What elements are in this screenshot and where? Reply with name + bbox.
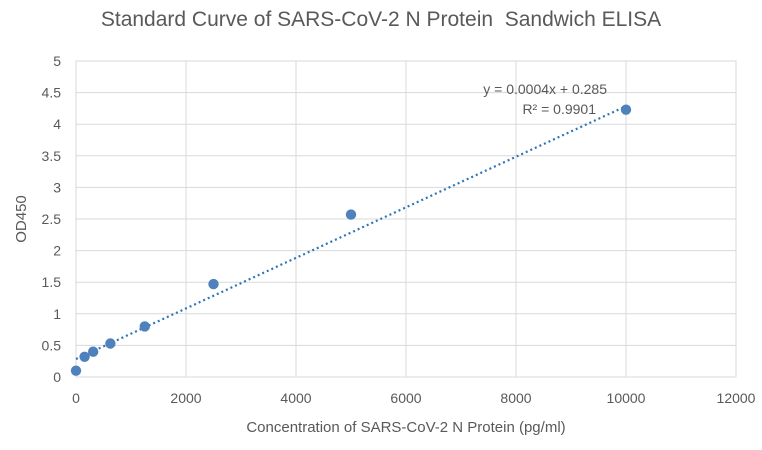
y-tick-label: 1.5: [42, 274, 62, 290]
data-point: [208, 278, 219, 290]
y-tick-label: 4: [53, 116, 61, 132]
y-tick-label: 5: [53, 53, 61, 69]
grid-lines: [75, 60, 737, 378]
x-tick-label: 4000: [280, 390, 311, 406]
data-point: [87, 346, 99, 357]
x-tick-label: 10000: [607, 390, 646, 406]
chart-title: Standard Curve of SARS-CoV-2 N Protein S…: [100, 8, 662, 31]
y-tick-label: 3.5: [42, 148, 62, 164]
y-axis-label: OD450: [13, 195, 30, 243]
y-tick-label: 1: [53, 306, 61, 322]
plot-area-border: [75, 60, 737, 378]
x-tick-label: 6000: [390, 390, 421, 406]
data-point: [139, 321, 150, 332]
y-tick-label: 2.5: [42, 211, 62, 227]
trendline-equation: y = 0.0004x + 0.285: [483, 81, 607, 97]
data-point: [79, 351, 90, 362]
trendline: [75, 105, 627, 360]
x-axis-label: Concentration of SARS-CoV-2 N Protein (p…: [246, 419, 565, 436]
data-point: [620, 104, 632, 115]
y-tick-label: 3: [53, 179, 61, 195]
y-axis-tick-labels: 0 0.5 1 1.5 2 2.5 3 3.5 4 4.5 5: [42, 53, 62, 385]
y-tick-label: 2: [53, 243, 61, 259]
y-tick-label: 0.5: [42, 337, 62, 353]
y-tick-label: 4.5: [42, 85, 62, 101]
y-tick-label: 0: [53, 369, 61, 385]
x-tick-label: 0: [72, 390, 80, 406]
x-tick-label: 8000: [500, 390, 531, 406]
x-axis-tick-labels: 0 2000 4000 6000 8000 10000 12000: [72, 390, 756, 406]
x-tick-label: 2000: [170, 390, 201, 406]
data-point: [70, 365, 82, 376]
data-point: [345, 209, 357, 220]
data-point: [105, 338, 116, 349]
data-points: [70, 104, 632, 376]
x-tick-label: 12000: [717, 390, 756, 406]
trendline-r-squared: R² = 0.9901: [522, 101, 596, 117]
